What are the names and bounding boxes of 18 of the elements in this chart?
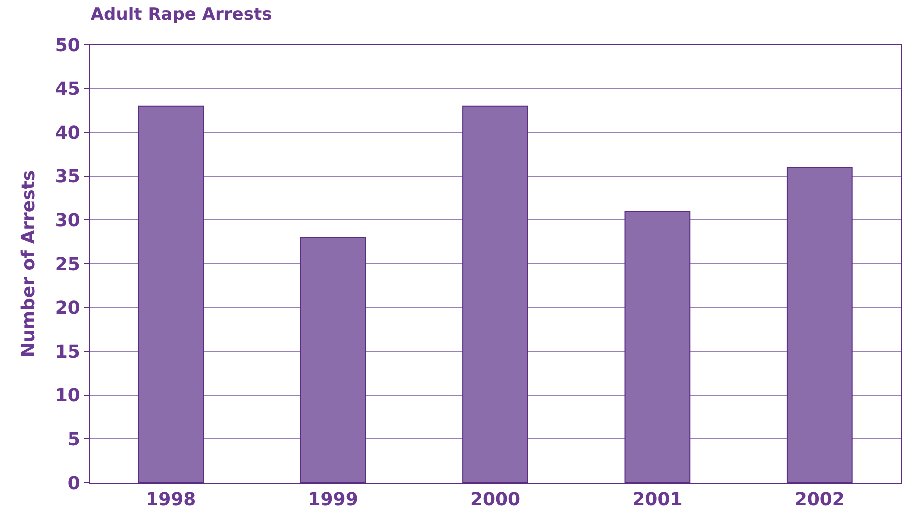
y-tick-label: 50	[55, 35, 80, 56]
y-tick-label: 25	[55, 254, 80, 276]
y-tick-label: 30	[55, 210, 80, 232]
y-tick-label: 10	[55, 386, 80, 407]
y-tick-label: 5	[68, 430, 80, 450]
x-tick-label: 2002	[794, 490, 845, 511]
x-tick-label: 2000	[470, 490, 521, 511]
y-tick-label: 40	[55, 122, 80, 144]
y-tick-label: 45	[55, 79, 80, 100]
chart-title: Adult Rape Arrests	[90, 4, 272, 25]
y-tick-label: 20	[55, 298, 80, 320]
x-tick-label: 1999	[308, 490, 358, 511]
x-tick-label: 1998	[146, 490, 196, 511]
y-tick-label: 15	[55, 342, 80, 363]
y-tick-label: 0	[68, 473, 80, 494]
y-axis-title: Number of Arrests	[18, 170, 40, 358]
y-tick-label: 35	[55, 166, 80, 188]
x-tick-label: 2001	[632, 490, 683, 511]
